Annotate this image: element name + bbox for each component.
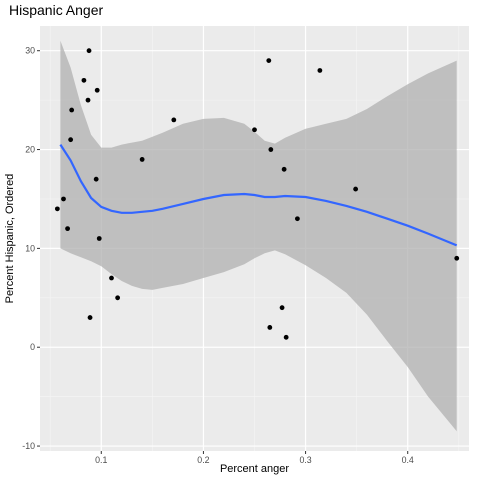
data-point (283, 334, 289, 340)
data-point (115, 295, 121, 301)
smooth-line (59, 144, 458, 247)
data-point (69, 107, 75, 113)
x-tick-label: 0.2 (197, 455, 209, 465)
data-point (171, 117, 177, 123)
data-point (295, 216, 300, 222)
data-point (61, 196, 66, 202)
data-point (65, 226, 70, 232)
data-point (317, 68, 323, 73)
data-point (353, 186, 359, 192)
x-tick-label: 0.4 (402, 455, 414, 465)
y-tick-label: 30 (25, 46, 35, 56)
y-axis: -10 0 10 20 30 (22, 46, 40, 451)
data-point (266, 58, 272, 63)
x-tick-label: 0.3 (299, 455, 311, 465)
data-point (279, 305, 285, 311)
confidence-band (60, 40, 457, 432)
y-tick-label: 20 (25, 145, 35, 155)
data-point (93, 176, 99, 182)
data-point (96, 236, 102, 241)
x-tick-label: 0.1 (95, 455, 107, 465)
data-point (54, 206, 60, 212)
data-point (94, 87, 100, 93)
data-point (139, 157, 145, 162)
data-point (281, 166, 287, 172)
data-point (267, 325, 273, 330)
data-point (109, 275, 114, 281)
data-point (68, 137, 74, 143)
data-point (81, 77, 87, 83)
y-tick-label: 0 (30, 342, 35, 352)
data-point (454, 255, 460, 261)
data-point (85, 97, 91, 103)
data-point (268, 147, 274, 152)
chart-title: Hispanic Anger (9, 2, 104, 18)
data-point (252, 127, 257, 133)
y-tick-label: 10 (25, 243, 35, 253)
data-point (86, 48, 92, 54)
data-point (87, 315, 93, 320)
y-axis-title: Percent Hispanic, Ordered (4, 174, 16, 304)
y-tick-label: -10 (22, 441, 35, 451)
data-points (54, 48, 460, 340)
x-axis-title: Percent anger (220, 463, 289, 475)
x-axis: 0.1 0.2 0.3 0.4 (95, 451, 414, 465)
